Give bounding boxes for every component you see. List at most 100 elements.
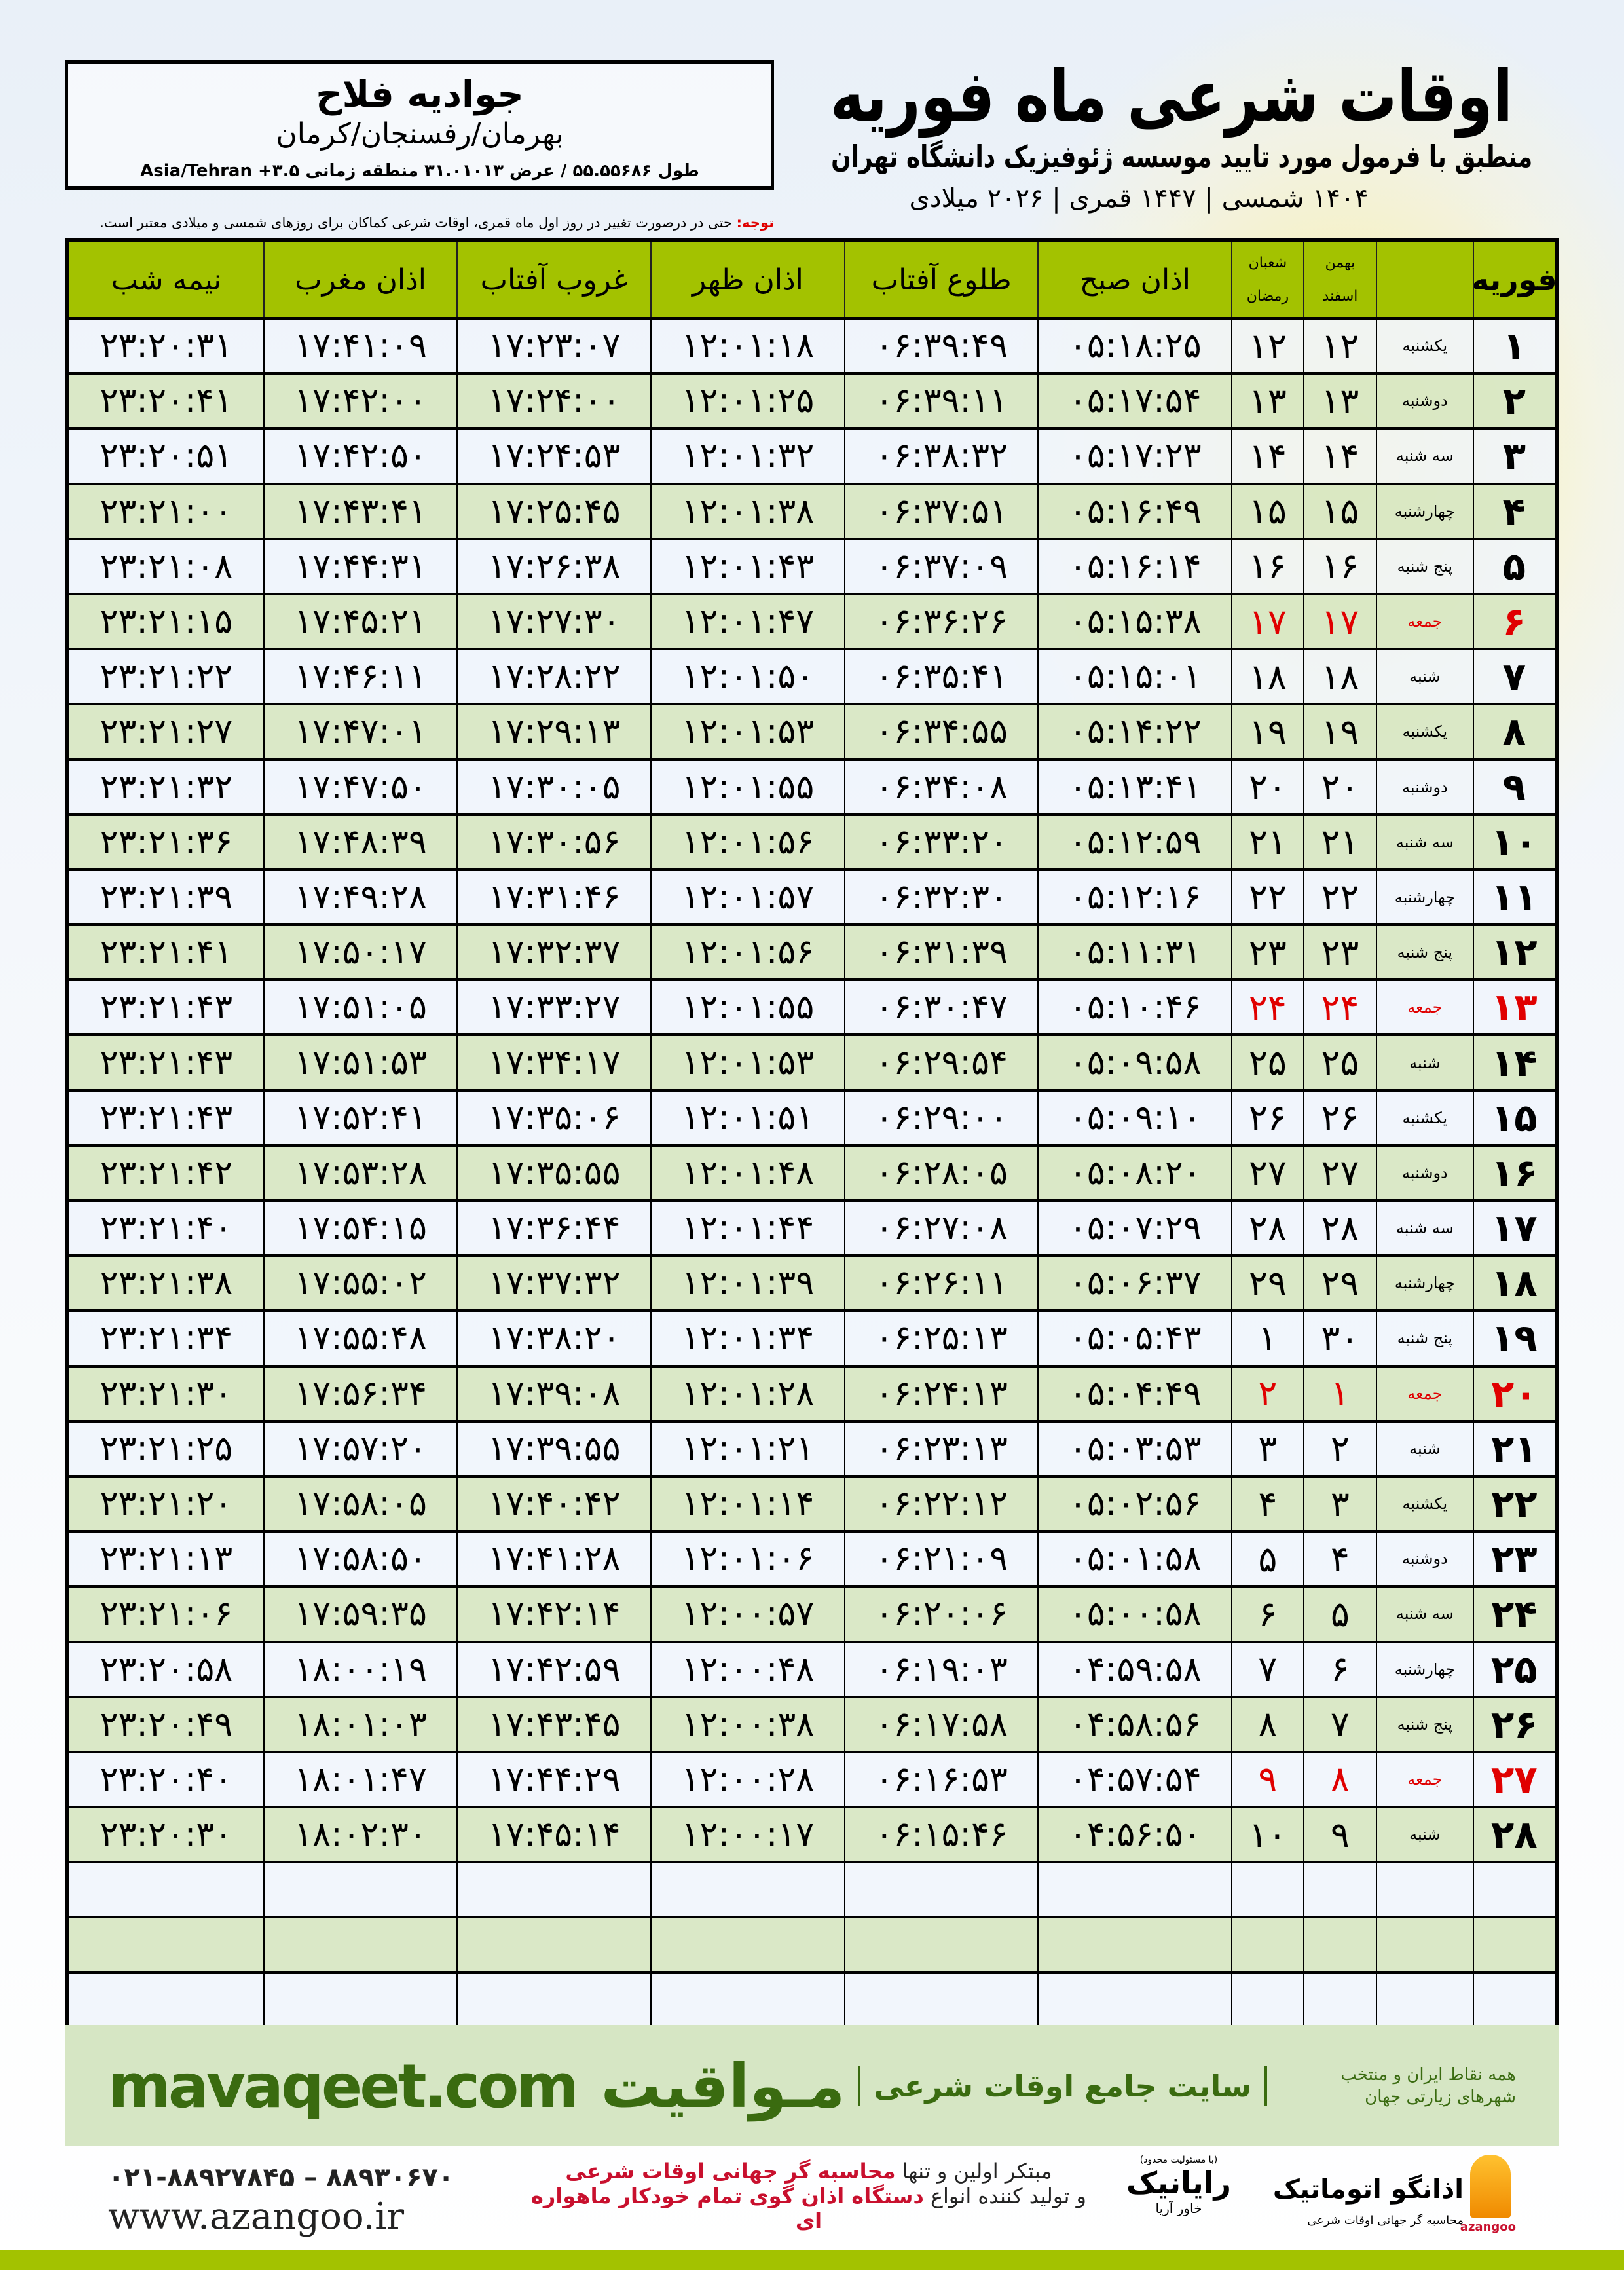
mavaqeet-logo: مـواقیت <box>600 2051 845 2121</box>
weekday: شنبه <box>1376 1808 1472 1861</box>
sunrise-time: ۰۶:۲۴:۱۳ <box>843 1367 1038 1420</box>
solar-date <box>1302 1863 1376 1916</box>
hijri-date <box>1231 1973 1303 2026</box>
header-fajr: اذان صبح <box>1037 242 1231 317</box>
midnight-time: ۲۳:۲۰:۴۱ <box>100 381 233 421</box>
sunrise-time: ۰۶:۲۷:۰۸ <box>843 1202 1038 1255</box>
sunrise-time: ۰۶:۳۷:۵۱ <box>843 485 1038 538</box>
header-day: فوریه <box>1472 242 1555 317</box>
weekday: دوشنبه <box>1376 1533 1472 1586</box>
day-number: ۲۴ <box>1472 1588 1555 1641</box>
fajr-time: ۰۵:۱۰:۴۶ <box>1037 981 1231 1034</box>
sunset-time <box>456 1918 650 1971</box>
midnight-time: ۲۳:۲۰:۵۱ <box>100 436 233 476</box>
day-number: ۲۰ <box>1472 1367 1555 1420</box>
dhuhr-time <box>650 1918 844 1971</box>
hijri-date: ۱۴ <box>1231 430 1303 483</box>
maghrib-time: ۱۷:۴۲:۰۰ <box>263 375 457 428</box>
dhuhr-time: ۱۲:۰۰:۲۸ <box>650 1753 844 1806</box>
fajr-time: ۰۵:۰۱:۵۸ <box>1037 1533 1231 1586</box>
weekday: یکشنبه <box>1376 1091 1472 1144</box>
maghrib-time: ۱۸:۰۱:۴۷ <box>263 1753 457 1806</box>
weekday: جمعه <box>1376 981 1472 1034</box>
weekday <box>1376 1973 1472 2026</box>
promo1-b: محاسبه گر جهانی اوقات شرعی <box>565 2159 896 2184</box>
solar-date: ۲۵ <box>1302 1036 1376 1089</box>
azangoo-en: azangoo <box>1460 2220 1516 2234</box>
day-number: ۲۳ <box>1472 1533 1555 1586</box>
midnight-time: ۲۳:۲۰:۳۱ <box>100 326 233 366</box>
day-number: ۱۸ <box>1472 1257 1555 1310</box>
weekday: جمعه <box>1376 595 1472 648</box>
day-number: ۹ <box>1472 760 1555 813</box>
table-row: ۲۳ دوشنبه ۴ ۵ ۰۵:۰۱:۵۸ ۰۶:۲۱:۰۹ ۱۲:۰۱:۰۶ ۱۷:۴۱:… <box>69 1530 1555 1586</box>
day-number: ۱۹ <box>1472 1312 1555 1365</box>
maghrib-time: ۱۷:۵۷:۲۰ <box>263 1422 457 1475</box>
weekday <box>1376 1863 1472 1916</box>
dhuhr-time: ۱۲:۰۰:۵۷ <box>650 1588 844 1641</box>
sunrise-time: ۰۶:۲۹:۵۴ <box>843 1036 1038 1089</box>
solar-date: ۹ <box>1302 1808 1376 1861</box>
weekday: چهارشنبه <box>1376 1257 1472 1310</box>
dhuhr-time: ۱۲:۰۱:۵۰ <box>650 650 844 703</box>
sunrise-time: ۰۶:۳۲:۳۰ <box>843 870 1038 924</box>
mavaqeet-url[interactable]: mavaqeet.com <box>108 2051 579 2121</box>
day-number <box>1472 1918 1555 1971</box>
sunset-time: ۱۷:۲۷:۳۰ <box>456 595 650 648</box>
table-row: ۶ جمعه ۱۷ ۱۷ ۰۵:۱۵:۳۸ ۰۶:۳۶:۲۶ ۱۲:۰۱:۴۷ ۱۷:۲۷:۳… <box>69 592 1555 648</box>
table-row: ۵ پنج شنبه ۱۶ ۱۶ ۰۵:۱۶:۱۴ ۰۶:۳۷:۰۹ ۱۲:۰۱:۴۳ ۱۷:… <box>69 537 1555 593</box>
dhuhr-time: ۱۲:۰۱:۱۸ <box>650 320 844 373</box>
sunset-time: ۱۷:۲۶:۳۸ <box>456 540 650 593</box>
solar-date: ۲۹ <box>1302 1257 1376 1310</box>
dhuhr-time: ۱۲:۰۱:۲۵ <box>650 375 844 428</box>
sunset-time <box>456 1863 650 1916</box>
midnight-time: ۲۳:۲۱:۲۲ <box>100 657 233 697</box>
midnight-time: ۲۳:۲۱:۴۱ <box>100 933 233 973</box>
midnight-time: ۲۳:۲۱:۴۳ <box>100 988 233 1028</box>
weekday: سه شنبه <box>1376 1202 1472 1255</box>
dhuhr-time: ۱۲:۰۱:۵۷ <box>650 870 844 924</box>
phone-numbers: ۰۲۱-۸۸۹۲۷۸۴۵ – ۸۸۹۳۰۶۷۰ <box>108 2163 454 2193</box>
promo-line-1: مبتکر اولین و تنها محاسبه گر جهانی اوقات… <box>524 2159 1094 2184</box>
maghrib-time: ۱۷:۵۶:۳۴ <box>263 1367 457 1420</box>
maghrib-time: ۱۸:۰۰:۱۹ <box>263 1643 457 1696</box>
hijri-date: ۲۲ <box>1231 870 1303 924</box>
solar-date: ۱۴ <box>1302 430 1376 483</box>
dhuhr-time: ۱۲:۰۱:۳۴ <box>650 1312 844 1365</box>
dhuhr-time: ۱۲:۰۱:۵۶ <box>650 926 844 979</box>
table-row: ۲۲ یکشنبه ۳ ۴ ۰۵:۰۲:۵۶ ۰۶:۲۲:۱۲ ۱۲:۰۱:۱۴ ۱۷:۴۰:… <box>69 1474 1555 1531</box>
maghrib-time: ۱۷:۵۴:۱۵ <box>263 1202 457 1255</box>
azangoo-url[interactable]: www.azangoo.ir <box>108 2195 405 2238</box>
hijri-date: ۵ <box>1231 1533 1303 1586</box>
dhuhr-time: ۱۲:۰۰:۱۷ <box>650 1808 844 1861</box>
solar-date: ۲۶ <box>1302 1091 1376 1144</box>
promo-line-2: و تولید کننده انواع دستگاه اذان گوی تمام… <box>524 2184 1094 2233</box>
day-number <box>1472 1863 1555 1916</box>
header-solar-bottom: اسفند <box>1322 288 1358 305</box>
fajr-time: ۰۵:۰۷:۲۹ <box>1037 1202 1231 1255</box>
sunrise-time: ۰۶:۱۷:۵۸ <box>843 1698 1038 1751</box>
midnight-time: ۲۳:۲۰:۵۸ <box>100 1649 233 1689</box>
weekday: پنج شنبه <box>1376 540 1472 593</box>
sunset-time: ۱۷:۲۳:۰۷ <box>456 320 650 373</box>
day-number: ۲۶ <box>1472 1698 1555 1751</box>
raianik-sub: خاور آریا <box>1155 2201 1202 2216</box>
sunset-time: ۱۷:۳۷:۳۲ <box>456 1257 650 1310</box>
table-row: ۹ دوشنبه ۲۰ ۲۰ ۰۵:۱۳:۴۱ ۰۶:۳۴:۰۸ ۱۲:۰۱:۵۵ ۱۷:۳۰… <box>69 758 1555 813</box>
hijri-date: ۲۵ <box>1231 1036 1303 1089</box>
maghrib-time: ۱۸:۰۱:۰۳ <box>263 1698 457 1751</box>
sunrise-time: ۰۶:۳۴:۵۵ <box>843 705 1038 758</box>
midnight-time: ۲۳:۲۱:۱۵ <box>100 602 233 642</box>
fajr-time: ۰۵:۱۸:۲۵ <box>1037 320 1231 373</box>
hijri-date: ۱۰ <box>1231 1808 1303 1861</box>
divider <box>1264 2066 1267 2106</box>
dhuhr-time: ۱۲:۰۱:۵۳ <box>650 1036 844 1089</box>
bottom-stripe <box>0 2250 1624 2270</box>
hijri-date: ۱۲ <box>1231 320 1303 373</box>
fajr-time: ۰۵:۱۲:۱۶ <box>1037 870 1231 924</box>
note-label: توجه: <box>736 215 774 231</box>
midnight-time: ۲۳:۲۱:۴۳ <box>100 1098 233 1138</box>
sunrise-time <box>843 1918 1038 1971</box>
mavaqeet-tagline: سایت جامع اوقات شرعی <box>874 2068 1251 2104</box>
fajr-time: ۰۵:۱۶:۱۴ <box>1037 540 1231 593</box>
